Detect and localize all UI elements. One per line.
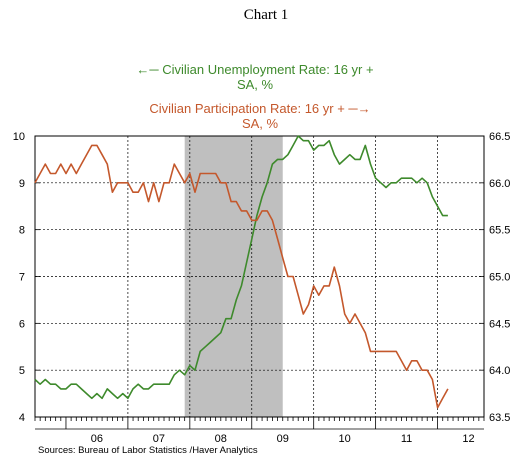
x-tick-label: 09 (277, 433, 289, 445)
series-line-unemployment (34, 135, 448, 400)
y-right-tick-label: 64.5 (489, 318, 510, 330)
chart-title: Chart 1 (243, 7, 289, 23)
y-right-tick-label: 65.5 (489, 225, 510, 237)
y-left-tick-label: 10 (13, 131, 25, 143)
left-arrow-icon: ←─ (136, 62, 163, 77)
y-right-tick-label: 66.5 (489, 131, 510, 143)
legend-participation: Civilian Participation Rate: 16 yr + ─→ … (100, 101, 420, 131)
legend-unemployment-label: Civilian Unemployment Rate: 16 yr + (162, 62, 374, 77)
x-tick-label: 12 (462, 433, 474, 445)
y-right-tick-label: 63.5 (489, 412, 510, 424)
y-left-tick-label: 4 (19, 412, 25, 424)
x-tick-label: 11 (401, 433, 412, 445)
series-line-participation (34, 144, 449, 409)
y-right-tick-label: 66.0 (489, 178, 510, 190)
x-tick-label: 10 (339, 433, 351, 445)
x-tick-label: 07 (153, 433, 165, 445)
legend-unemployment-units: SA, % (236, 77, 274, 92)
legend-participation-units: SA, % (241, 116, 279, 131)
y-right-tick-label: 64.0 (489, 365, 510, 377)
y-left-tick-label: 6 (19, 318, 25, 330)
legend-unemployment: ←─ Civilian Unemployment Rate: 16 yr + S… (95, 62, 415, 92)
x-tick-label: 06 (91, 433, 103, 445)
x-tick-label: 08 (215, 433, 227, 445)
source-note: Sources: Bureau of Labor Statistics /Hav… (38, 445, 258, 456)
y-left-tick-label: 9 (19, 178, 25, 190)
right-arrow-icon: ─→ (344, 101, 371, 116)
y-left-tick-label: 5 (19, 365, 25, 377)
y-left-tick-label: 8 (19, 225, 25, 237)
y-right-tick-label: 65.0 (489, 272, 510, 284)
legend-participation-label: Civilian Participation Rate: 16 yr + (149, 101, 345, 116)
y-left-tick-label: 7 (19, 272, 25, 284)
